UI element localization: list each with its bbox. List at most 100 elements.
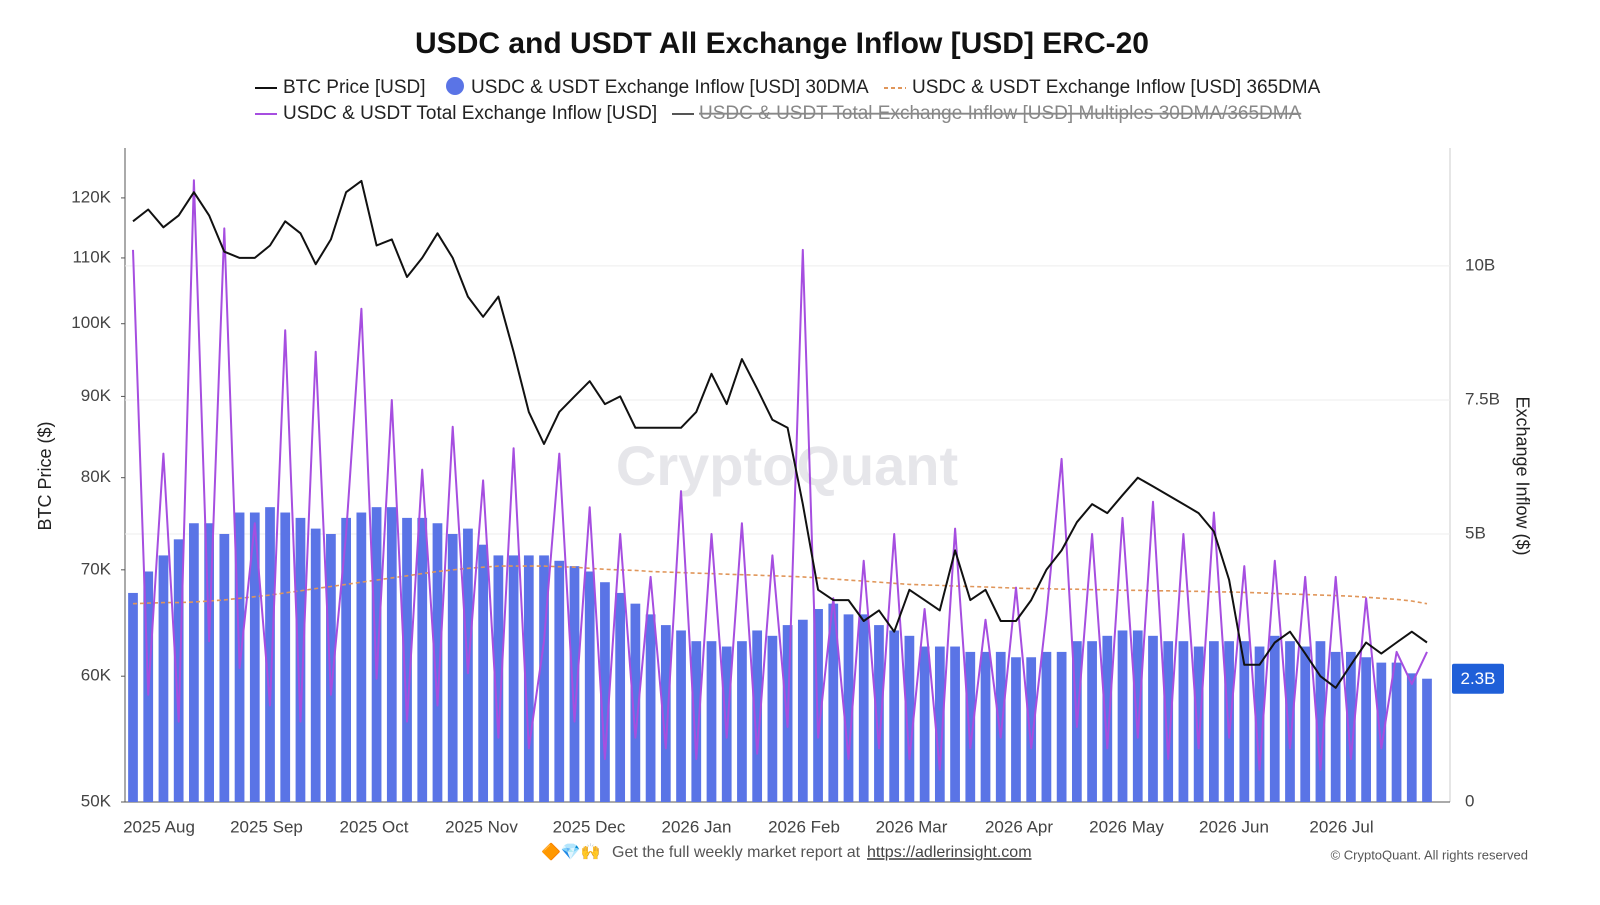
- bar: [326, 533, 336, 802]
- bar: [1376, 662, 1387, 802]
- legend-label[interactable]: USDC & USDT Exchange Inflow [USD] 365DMA: [912, 77, 1321, 98]
- legend-label[interactable]: USDC & USDT Total Exchange Inflow [USD]: [283, 103, 657, 124]
- y-tick-label: 80K: [81, 467, 112, 486]
- bar: [204, 523, 214, 802]
- footer-emoji: 🔶💎🙌: [541, 842, 601, 861]
- y-tick-label: 50K: [81, 791, 112, 810]
- legend: BTC Price [USD] USDC & USDT Exchange Inf…: [255, 77, 1321, 124]
- y-axis-title: BTC Price ($): [35, 421, 55, 530]
- bar: [432, 523, 443, 802]
- y-tick-label: 90K: [81, 386, 112, 405]
- bar: [1163, 641, 1174, 802]
- x-tick-label: 2025 Dec: [553, 817, 626, 836]
- bar: [767, 635, 778, 802]
- bar: [554, 560, 565, 802]
- bar: [158, 555, 169, 802]
- bar: [934, 646, 945, 802]
- bar: [1193, 646, 1204, 802]
- bar: [1406, 673, 1417, 802]
- footer-link[interactable]: https://adlerinsight.com: [867, 844, 1032, 861]
- x-tick-label: 2026 Feb: [768, 817, 840, 836]
- x-tick-label: 2026 Jan: [662, 817, 732, 836]
- bar: [1041, 651, 1052, 802]
- legend-label-hidden[interactable]: USDC & USDT Total Exchange Inflow [USD] …: [699, 103, 1302, 124]
- y2-tick-label: 0: [1465, 791, 1474, 810]
- bar: [737, 641, 747, 802]
- bar: [265, 507, 275, 802]
- current-value-label: 2.3B: [1461, 669, 1496, 688]
- line-series: [132, 565, 1428, 605]
- y2-tick-label: 10B: [1465, 255, 1495, 274]
- current-value-badge: [1452, 663, 1504, 694]
- bar: [843, 614, 854, 802]
- bar: [1422, 678, 1432, 802]
- bar: [995, 651, 1006, 802]
- bar: [280, 512, 291, 802]
- bar: [1361, 657, 1371, 802]
- bar: [539, 555, 549, 802]
- bar: [523, 555, 534, 802]
- bar: [600, 582, 610, 802]
- x-tick-label: 2025 Aug: [123, 817, 195, 836]
- bar: [1026, 657, 1037, 802]
- y-tick-label: 110K: [73, 247, 112, 266]
- bar: [797, 619, 808, 802]
- footer-text: Get the full weekly market report at: [612, 844, 861, 861]
- bar: [904, 635, 915, 802]
- y2-axis-title: Exchange Inflow ($): [1512, 396, 1532, 555]
- bar: [128, 592, 138, 802]
- x-tick-label: 2025 Sep: [230, 817, 303, 836]
- bar: [356, 512, 367, 802]
- y-tick-label: 70K: [81, 559, 112, 578]
- bar: [584, 571, 595, 802]
- bar: [1102, 635, 1113, 802]
- bar: [919, 646, 930, 802]
- x-tick-label: 2025 Nov: [445, 817, 518, 836]
- bar: [1346, 651, 1356, 802]
- line-series: [132, 179, 1428, 771]
- bar: [1087, 641, 1097, 802]
- x-tick-label: 2026 Jun: [1199, 817, 1269, 836]
- bar: [691, 641, 702, 802]
- bar: [965, 651, 976, 802]
- bar: [645, 614, 656, 802]
- bar: [1132, 630, 1143, 802]
- legend-label[interactable]: USDC & USDT Exchange Inflow [USD] 30DMA: [471, 77, 869, 98]
- x-tick-label: 2026 May: [1089, 817, 1164, 836]
- x-tick-label: 2026 Apr: [985, 817, 1053, 836]
- x-tick-label: 2026 Mar: [876, 817, 948, 836]
- bar: [341, 517, 352, 802]
- y-tick-label: 100K: [71, 313, 111, 332]
- bar: [1178, 641, 1189, 802]
- bar: [402, 517, 412, 802]
- legend-label[interactable]: BTC Price [USD]: [283, 77, 426, 98]
- copyright: © CryptoQuant. All rights reserved: [1331, 847, 1528, 862]
- bar: [706, 641, 717, 802]
- bar: [1285, 641, 1295, 802]
- bar: [676, 630, 686, 802]
- y-tick-label: 60K: [81, 666, 112, 685]
- bar: [874, 625, 884, 802]
- bar: [417, 517, 428, 802]
- y2-tick-label: 5B: [1465, 523, 1486, 542]
- bar: [1269, 635, 1280, 802]
- watermark: CryptoQuant: [616, 434, 958, 497]
- bar: [1239, 641, 1250, 802]
- bar: [1330, 651, 1341, 802]
- bar: [1011, 657, 1021, 802]
- bar: [478, 544, 489, 802]
- bar: [858, 614, 869, 802]
- chart-title: USDC and USDT All Exchange Inflow [USD] …: [415, 27, 1149, 60]
- legend-swatch: [446, 77, 464, 95]
- bar: [630, 603, 641, 802]
- bar: [493, 555, 504, 802]
- line-series: [132, 179, 1428, 689]
- bar: [173, 539, 184, 802]
- bar: [1224, 641, 1234, 802]
- bar: [828, 603, 839, 802]
- y2-tick-label: 7.5B: [1465, 389, 1500, 408]
- bar: [508, 555, 519, 802]
- bar: [189, 523, 199, 802]
- bar: [1254, 646, 1265, 802]
- bar: [386, 507, 397, 802]
